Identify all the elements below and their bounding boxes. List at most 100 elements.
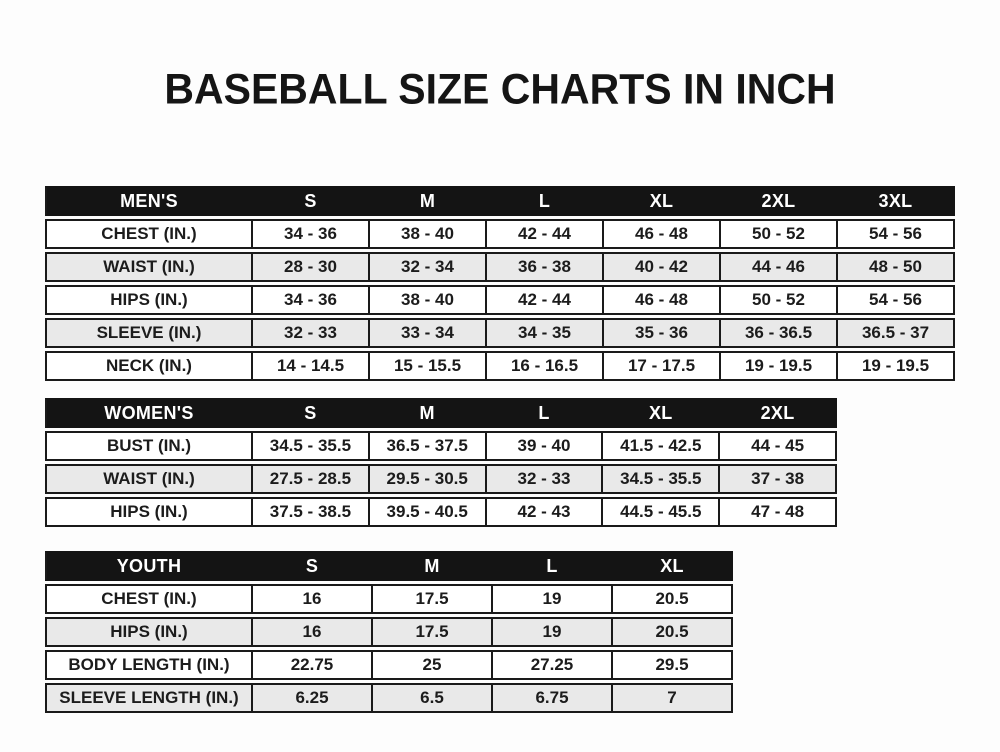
size-value-cell: 16 xyxy=(253,617,373,647)
size-value-cell: 41.5 - 42.5 xyxy=(603,431,721,461)
size-value-cell: 38 - 40 xyxy=(370,285,487,315)
size-column-header: M xyxy=(369,398,487,428)
size-value-cell: 25 xyxy=(373,650,493,680)
size-value-cell: 39.5 - 40.5 xyxy=(369,497,487,527)
table-row: WAIST (IN.) 27.5 - 28.5 29.5 - 30.5 32 - 33… xyxy=(45,464,837,494)
measurement-label-cell: CHEST (IN.) xyxy=(45,219,253,249)
womens-size-table: WOMEN'S S M L XL 2XL BUST (IN.) 34.5 - 35.5 36.5… xyxy=(45,395,837,530)
size-value-cell: 16 xyxy=(253,584,373,614)
size-value-cell: 22.75 xyxy=(253,650,373,680)
size-value-cell: 29.5 - 30.5 xyxy=(369,464,487,494)
size-value-cell: 7 xyxy=(613,683,733,713)
size-value-cell: 36.5 - 37.5 xyxy=(369,431,487,461)
size-value-cell: 20.5 xyxy=(613,584,733,614)
size-value-cell: 42 - 44 xyxy=(487,219,604,249)
size-column-header: XL xyxy=(604,186,721,216)
size-value-cell: 17.5 xyxy=(373,584,493,614)
mens-size-table: MEN'S S M L XL 2XL 3XL CHEST (IN.) 34 - 36 38 - 4… xyxy=(45,183,955,384)
size-column-header: L xyxy=(486,398,604,428)
size-value-cell: 19 - 19.5 xyxy=(721,351,838,381)
table-row: BUST (IN.) 34.5 - 35.5 36.5 - 37.5 39 - 40 4… xyxy=(45,431,837,461)
size-value-cell: 36.5 - 37 xyxy=(838,318,955,348)
measurement-label-cell: HIPS (IN.) xyxy=(45,285,253,315)
size-value-cell: 34.5 - 35.5 xyxy=(603,464,721,494)
measurement-label-cell: WAIST (IN.) xyxy=(45,464,253,494)
table-row: SLEEVE (IN.) 32 - 33 33 - 34 34 - 35 35 - 36… xyxy=(45,318,955,348)
table-row: NECK (IN.) 14 - 14.5 15 - 15.5 16 - 16.5 17 … xyxy=(45,351,955,381)
size-value-cell: 36 - 38 xyxy=(487,252,604,282)
size-value-cell: 17.5 xyxy=(373,617,493,647)
measurement-label-cell: BUST (IN.) xyxy=(45,431,253,461)
size-column-header: XL xyxy=(613,551,733,581)
table-row: BODY LENGTH (IN.) 22.75 25 27.25 29.5 xyxy=(45,650,733,680)
size-value-cell: 34.5 - 35.5 xyxy=(253,431,370,461)
table-row: WAIST (IN.) 28 - 30 32 - 34 36 - 38 40 - 42 4… xyxy=(45,252,955,282)
size-value-cell: 32 - 34 xyxy=(370,252,487,282)
size-value-cell: 19 - 19.5 xyxy=(838,351,955,381)
size-value-cell: 34 - 36 xyxy=(253,219,370,249)
size-value-cell: 20.5 xyxy=(613,617,733,647)
size-value-cell: 38 - 40 xyxy=(370,219,487,249)
size-value-cell: 34 - 36 xyxy=(253,285,370,315)
size-value-cell: 29.5 xyxy=(613,650,733,680)
table-row: HIPS (IN.) 16 17.5 19 20.5 xyxy=(45,617,733,647)
measurement-label-cell: SLEEVE LENGTH (IN.) xyxy=(45,683,253,713)
size-value-cell: 44.5 - 45.5 xyxy=(603,497,721,527)
measurement-label-cell: CHEST (IN.) xyxy=(45,584,253,614)
table-row: HIPS (IN.) 37.5 - 38.5 39.5 - 40.5 42 - 43 4… xyxy=(45,497,837,527)
size-value-cell: 46 - 48 xyxy=(604,285,721,315)
size-value-cell: 50 - 52 xyxy=(721,219,838,249)
size-value-cell: 39 - 40 xyxy=(486,431,604,461)
size-value-cell: 32 - 33 xyxy=(486,464,604,494)
size-column-header: M xyxy=(373,551,493,581)
table-row: CHEST (IN.) 16 17.5 19 20.5 xyxy=(45,584,733,614)
table-row: HIPS (IN.) 34 - 36 38 - 40 42 - 44 46 - 48 50… xyxy=(45,285,955,315)
size-column-header: 2XL xyxy=(721,186,838,216)
size-value-cell: 14 - 14.5 xyxy=(253,351,370,381)
size-value-cell: 48 - 50 xyxy=(838,252,955,282)
measurement-label-cell: HIPS (IN.) xyxy=(45,617,253,647)
table-row: SLEEVE LENGTH (IN.) 6.25 6.5 6.75 7 xyxy=(45,683,733,713)
measurement-label-cell: BODY LENGTH (IN.) xyxy=(45,650,253,680)
size-value-cell: 27.25 xyxy=(493,650,613,680)
size-value-cell: 36 - 36.5 xyxy=(721,318,838,348)
size-column-header: S xyxy=(253,551,373,581)
table-section-header: MEN'S xyxy=(45,186,253,216)
size-value-cell: 19 xyxy=(493,617,613,647)
measurement-label-cell: SLEEVE (IN.) xyxy=(45,318,253,348)
table-section-header: WOMEN'S xyxy=(45,398,253,428)
size-value-cell: 15 - 15.5 xyxy=(370,351,487,381)
size-value-cell: 6.75 xyxy=(493,683,613,713)
table-row: CHEST (IN.) 34 - 36 38 - 40 42 - 44 46 - 48 5… xyxy=(45,219,955,249)
measurement-label-cell: NECK (IN.) xyxy=(45,351,253,381)
size-value-cell: 28 - 30 xyxy=(253,252,370,282)
size-value-cell: 47 - 48 xyxy=(720,497,837,527)
size-value-cell: 46 - 48 xyxy=(604,219,721,249)
youth-size-table: YOUTH S M L XL CHEST (IN.) 16 17.5 19 20.5 HIPS (I… xyxy=(45,548,733,716)
size-value-cell: 6.5 xyxy=(373,683,493,713)
measurement-label-cell: WAIST (IN.) xyxy=(45,252,253,282)
size-value-cell: 44 - 45 xyxy=(720,431,837,461)
table-section-header: YOUTH xyxy=(45,551,253,581)
size-value-cell: 40 - 42 xyxy=(604,252,721,282)
size-value-cell: 32 - 33 xyxy=(253,318,370,348)
page-title: BASEBALL SIZE CHARTS IN INCH xyxy=(164,64,836,114)
size-value-cell: 6.25 xyxy=(253,683,373,713)
size-value-cell: 34 - 35 xyxy=(487,318,604,348)
size-value-cell: 42 - 44 xyxy=(487,285,604,315)
size-value-cell: 54 - 56 xyxy=(838,219,955,249)
size-column-header: 2XL xyxy=(720,398,837,428)
size-value-cell: 35 - 36 xyxy=(604,318,721,348)
size-value-cell: 54 - 56 xyxy=(838,285,955,315)
size-value-cell: 16 - 16.5 xyxy=(487,351,604,381)
size-value-cell: 42 - 43 xyxy=(486,497,604,527)
size-column-header: M xyxy=(370,186,487,216)
measurement-label-cell: HIPS (IN.) xyxy=(45,497,253,527)
size-column-header: S xyxy=(253,186,370,216)
size-column-header: L xyxy=(493,551,613,581)
size-column-header: 3XL xyxy=(838,186,955,216)
size-value-cell: 44 - 46 xyxy=(721,252,838,282)
size-value-cell: 17 - 17.5 xyxy=(604,351,721,381)
size-column-header: XL xyxy=(603,398,721,428)
